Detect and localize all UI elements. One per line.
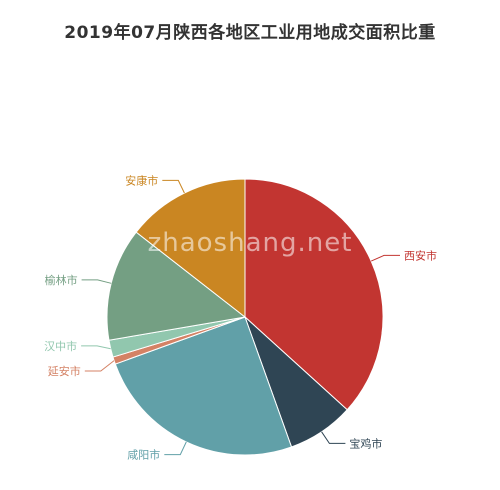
leader-line-6 — [162, 179, 185, 194]
leader-line-3 — [84, 360, 115, 372]
pie-slice-2[interactable] — [114, 316, 293, 456]
watermark: zhaoshang.net — [148, 228, 353, 258]
pie-slice-6[interactable] — [135, 178, 246, 319]
leader-line-4 — [81, 345, 111, 350]
pie-slices — [106, 178, 384, 456]
slice-label-1: 宝鸡市 — [349, 436, 382, 450]
leader-line-5 — [81, 279, 112, 284]
pie-slice-0[interactable] — [244, 178, 384, 411]
chart-title: 2019年07月陕西各地区工业用地成交面积比重 — [64, 23, 436, 43]
slice-label-3: 延安市 — [48, 364, 81, 378]
slice-label-6: 安康市 — [125, 173, 158, 187]
slice-label-2: 咸阳市 — [127, 448, 160, 462]
slice-label-5: 榆林市 — [45, 273, 78, 287]
leader-line-0 — [370, 254, 400, 262]
leader-line-2 — [164, 441, 187, 456]
leader-line-1 — [321, 431, 346, 444]
slice-label-0: 西安市 — [404, 248, 437, 262]
slice-label-4: 汉中市 — [44, 339, 77, 353]
